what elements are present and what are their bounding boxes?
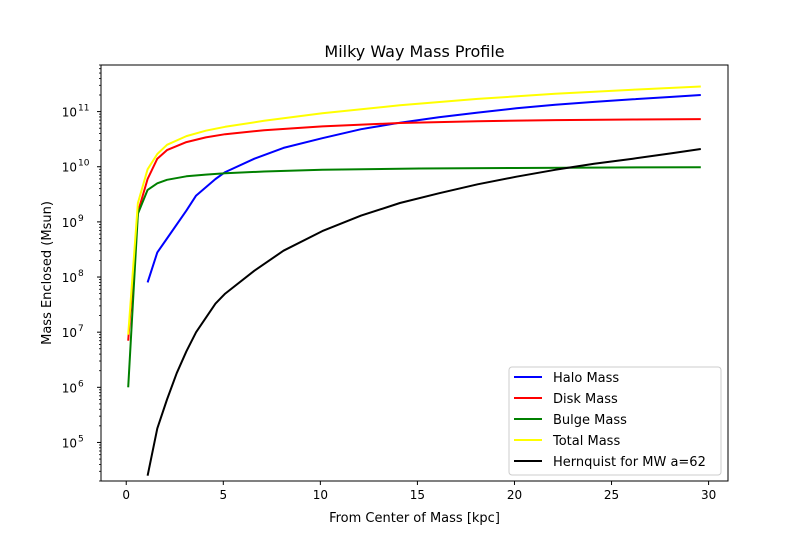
y-tick-exponent: 9 (78, 214, 84, 224)
y-tick-exponent: 10 (78, 159, 90, 169)
y-tick-exponent: 8 (78, 269, 84, 279)
y-tick-exponent: 5 (78, 434, 84, 444)
legend-box (508, 366, 722, 476)
x-tick-label: 5 (219, 488, 227, 502)
series-line-halo-mass (146, 94, 701, 283)
legend-label: Hernquist for MW a=62 (553, 455, 706, 470)
chart-title: Milky Way Mass Profile (324, 42, 504, 61)
y-tick-label: 10 (62, 161, 77, 175)
y-tick-exponent: 11 (78, 104, 89, 114)
x-tick-label: 0 (122, 488, 130, 502)
legend: Halo Mass Disk Mass Bulge Mass Total Mass He… (508, 366, 722, 476)
y-tick-label: 10 (62, 216, 77, 230)
series-line-disk-mass (127, 118, 701, 341)
legend-label: Bulge Mass (553, 413, 627, 428)
x-axis-ticks: 0 5 10 15 20 25 30 (122, 481, 716, 502)
y-axis-label: Mass Enclosed (Msun) (40, 201, 55, 345)
y-tick-label: 10 (62, 381, 77, 395)
y-tick-exponent: 6 (78, 379, 84, 389)
x-tick-label: 10 (313, 488, 328, 502)
x-tick-label: 30 (701, 488, 716, 502)
legend-label: Halo Mass (553, 371, 619, 386)
x-tick-label: 25 (604, 488, 619, 502)
y-tick-label: 10 (62, 326, 77, 340)
y-tick-label: 10 (62, 436, 77, 450)
series-line-bulge-mass (127, 166, 701, 388)
legend-label: Disk Mass (553, 392, 618, 407)
series-line-hernquist-for-mw-a-62 (146, 148, 701, 476)
series-layer (127, 85, 701, 476)
plot-frame (100, 64, 729, 482)
series-line-total-mass (127, 85, 701, 335)
legend-label: Total Mass (552, 434, 620, 449)
y-tick-exponent: 7 (78, 324, 84, 334)
y-tick-label: 10 (62, 106, 77, 120)
y-tick-label: 10 (62, 271, 77, 285)
x-axis-label: From Center of Mass [kpc] (329, 511, 500, 526)
x-tick-label: 15 (410, 488, 425, 502)
x-tick-label: 20 (507, 488, 522, 502)
